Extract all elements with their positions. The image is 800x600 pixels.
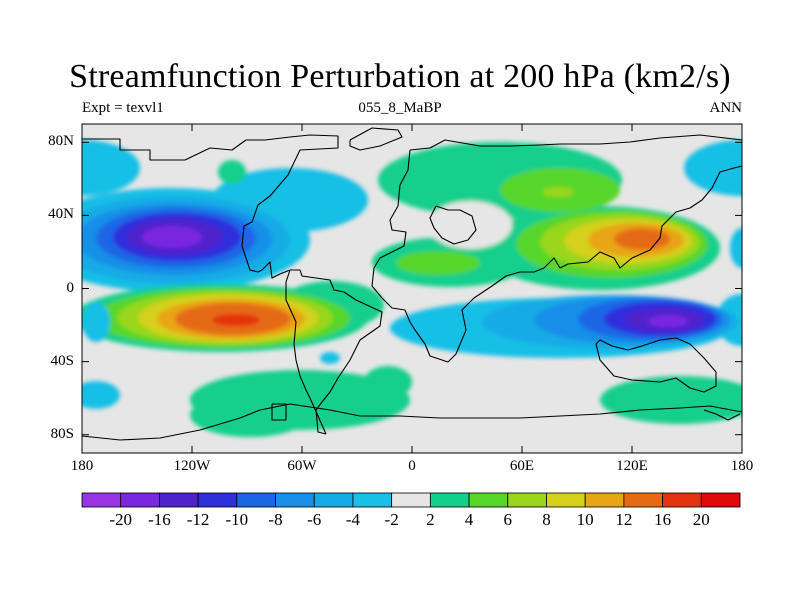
colorbar-label: 8	[542, 510, 551, 529]
x-tick-label: 0	[408, 458, 416, 474]
experiment-label: Expt = texvl1	[82, 100, 164, 116]
small-positive-cell	[218, 160, 246, 184]
africa-eurasia-south-outline	[371, 149, 742, 363]
y-tick-label: 80S	[50, 425, 74, 442]
y-axis-ticks	[82, 141, 742, 436]
x-tick-label: 120W	[173, 458, 211, 474]
southern-positive-band	[600, 376, 742, 424]
y-tick-label: 0	[66, 279, 75, 296]
colorbar-swatch	[546, 492, 586, 508]
period-label: 055_8_MaBP	[358, 100, 442, 116]
colorbar-swatch	[429, 492, 470, 508]
colorbar-label: 20	[692, 510, 710, 529]
asia-high-contour	[542, 187, 574, 197]
colorbar-swatch	[700, 492, 741, 508]
colorbar-label: -4	[345, 510, 361, 529]
island-outline	[271, 403, 287, 421]
north-pacific-low-contour	[142, 226, 202, 248]
antarctica-outline	[82, 403, 742, 441]
colorbar-swatch	[391, 492, 431, 508]
colorbar-label: -10	[225, 510, 249, 529]
colorbar-label: -6	[307, 510, 322, 529]
colorbar-swatch	[623, 492, 663, 508]
colorbar-swatch	[584, 492, 625, 508]
south-america-east-outline	[290, 269, 383, 435]
southern-positive-band	[190, 393, 310, 437]
western-negative-cell	[82, 302, 110, 342]
x-tick-label: 60W	[287, 458, 317, 474]
colorbar-swatch	[159, 492, 199, 508]
colorbar-swatch	[352, 492, 393, 508]
colorbar	[81, 492, 741, 508]
colorbar-label: -20	[109, 510, 133, 529]
y-tick-label: 40N	[48, 206, 74, 223]
colorbar-label: 16	[654, 510, 672, 529]
x-tick-label: 60E	[509, 458, 535, 474]
southern-positive-band	[364, 366, 412, 398]
new-zealand-outline	[703, 409, 741, 421]
australia-outline	[595, 337, 717, 393]
eurasia-north-outline	[409, 134, 742, 151]
x-tick-label: 180	[70, 458, 94, 474]
south-indian-low-contour	[648, 315, 688, 327]
coastlines	[82, 127, 742, 441]
colorbar-swatch	[468, 492, 509, 508]
asia-high-contour	[396, 251, 480, 275]
southern-negative-cell	[320, 352, 340, 364]
chart-title: Streamfunction Perturbation at 200 hPa (…	[69, 58, 731, 95]
colorbar-label: 4	[464, 510, 474, 529]
colorbar-swatch	[81, 492, 122, 508]
colorbar-label: -16	[148, 510, 171, 529]
colorbar-label: -8	[268, 510, 283, 529]
colorbar-label: -2	[384, 510, 399, 529]
colorbar-swatch	[236, 492, 276, 508]
colorbar-label: 6	[503, 510, 513, 529]
colorbar-swatch	[275, 492, 315, 508]
colorbar-label: -12	[186, 510, 210, 529]
mediterranean-outline	[429, 205, 477, 245]
colorbar-swatch	[507, 492, 547, 508]
y-tick-label: 40S	[50, 352, 74, 369]
season-label: ANN	[709, 100, 743, 116]
colorbar-label: 12	[615, 510, 633, 529]
neutral-gap	[428, 201, 512, 249]
x-tick-label: 120E	[616, 458, 648, 474]
colorbar-swatch	[662, 492, 702, 508]
greenland-outline	[349, 127, 403, 151]
north-america-outline	[82, 134, 339, 279]
south-america-west-outline	[285, 269, 327, 435]
colorbar-swatch	[313, 492, 354, 508]
colorbar-swatch	[197, 492, 238, 508]
colorbar-label: 10	[576, 510, 594, 529]
southern-negative-cell	[82, 381, 120, 409]
x-axis-ticks	[81, 124, 743, 453]
north-pacific-low-contour	[82, 140, 140, 196]
south-pacific-high-contour	[212, 314, 260, 326]
colorbar-label: 2	[426, 510, 435, 529]
north-pacific-low-contour	[684, 140, 742, 196]
y-tick-label: 80N	[48, 133, 74, 150]
south-indian-low-contour	[730, 228, 742, 268]
colorbar-swatch	[120, 492, 160, 508]
asia-high-contour	[614, 228, 670, 250]
x-tick-label: 180	[730, 458, 754, 474]
